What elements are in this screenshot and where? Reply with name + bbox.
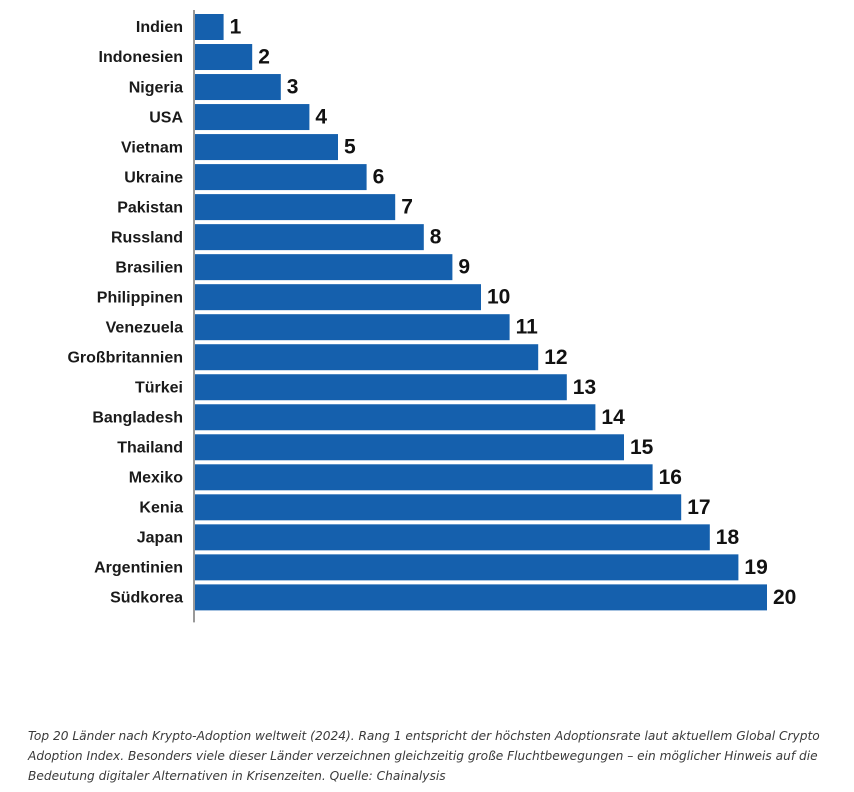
bar-6 [195, 164, 367, 191]
bar-16 [195, 464, 653, 491]
value-label: 18 [716, 526, 740, 549]
value-label: 7 [401, 196, 413, 219]
value-label: 20 [773, 586, 796, 609]
value-label: 3 [287, 76, 299, 99]
category-label: Vietnam [121, 139, 183, 156]
value-label: 15 [630, 436, 654, 459]
category-label: Philippinen [97, 289, 183, 306]
category-label: Japan [137, 530, 183, 547]
value-label: 13 [573, 376, 596, 399]
labels-group: Indien 1 Indonesien 2 Nigeria 3 USA 4 Vietnam 5 Uk… [67, 16, 796, 609]
value-label: 17 [687, 496, 710, 519]
bar-3 [195, 74, 281, 101]
category-label: Indien [136, 19, 183, 36]
value-label: 10 [487, 286, 510, 309]
bar-19 [195, 554, 739, 581]
category-label: USA [149, 109, 183, 126]
category-label: Argentinien [94, 560, 183, 577]
bar-10 [195, 284, 481, 311]
bar-8 [195, 224, 424, 251]
category-label: Ukraine [124, 169, 183, 186]
bar-15 [195, 434, 624, 461]
bar-17 [195, 494, 682, 521]
category-label: Türkei [135, 379, 183, 396]
value-label: 6 [373, 166, 385, 189]
bar-1 [195, 14, 224, 40]
category-label: Thailand [117, 439, 183, 456]
bar-2 [195, 44, 253, 71]
bar-chart: Indien 1 Indonesien 2 Nigeria 3 USA 4 Vietnam 5 Uk… [67, 10, 796, 623]
figure-caption: Top 20 Länder nach Krypto-Adoption weltw… [28, 729, 820, 783]
bars-group [195, 14, 767, 611]
category-label: Pakistan [117, 199, 183, 216]
bar-9 [195, 254, 453, 281]
bar-11 [195, 314, 510, 341]
category-label: Venezuela [106, 319, 183, 336]
value-label: 12 [544, 346, 567, 369]
value-label: 16 [659, 466, 682, 489]
value-label: 4 [315, 106, 327, 129]
category-label: Mexiko [129, 470, 183, 487]
bar-4 [195, 104, 310, 131]
bar-20 [195, 584, 767, 611]
category-label: Nigeria [129, 79, 183, 96]
value-label: 14 [601, 406, 625, 429]
value-label: 1 [230, 16, 242, 39]
category-label: Russland [111, 229, 183, 246]
bar-5 [195, 134, 338, 161]
category-label: Bangladesh [92, 409, 183, 426]
bar-12 [195, 344, 539, 371]
bar-13 [195, 374, 567, 401]
category-label: Südkorea [110, 590, 183, 607]
value-label: 8 [430, 226, 442, 249]
bar-7 [195, 194, 396, 221]
category-label: Brasilien [115, 259, 183, 276]
value-label: 11 [516, 316, 539, 339]
bar-14 [195, 404, 596, 431]
value-label: 9 [458, 256, 470, 279]
category-label: Großbritannien [67, 349, 183, 366]
value-label: 5 [344, 136, 356, 159]
value-label: 2 [258, 46, 270, 69]
category-label: Indonesien [99, 49, 183, 66]
value-label: 19 [744, 556, 767, 579]
bar-18 [195, 524, 710, 551]
category-label: Kenia [139, 500, 183, 517]
